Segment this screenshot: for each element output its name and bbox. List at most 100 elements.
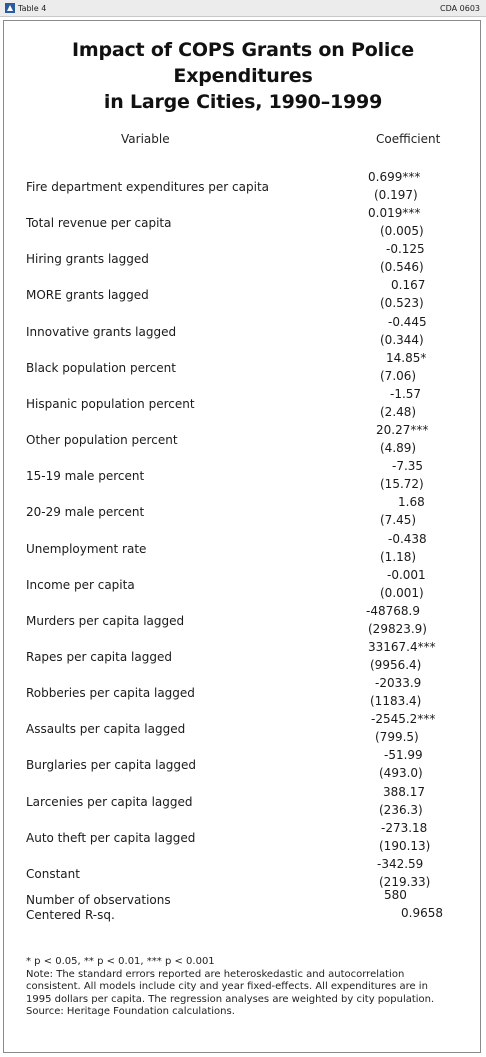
rsq-value: 0.9658 bbox=[401, 906, 443, 920]
table-row: Hiring grants lagged -0.125 (0.546) bbox=[0, 242, 486, 278]
table-row: Unemployment rate -0.438 (1.18) bbox=[0, 532, 486, 568]
table-row: Burglaries per capita lagged -51.99 (493.0… bbox=[0, 748, 486, 784]
table-header-bar: Table 4 CDA 0603 bbox=[0, 0, 486, 17]
variable-label: Robberies per capita lagged bbox=[26, 686, 195, 701]
standard-error-value: (0.523) bbox=[380, 296, 424, 311]
note-line: 1995 dollars per capita. The regression … bbox=[26, 993, 435, 1005]
variable-label: 20-29 male percent bbox=[26, 505, 145, 520]
table-row: 20-29 male percent 1.68 (7.45) bbox=[0, 495, 486, 531]
coefficient-value: 14.85* bbox=[386, 350, 427, 365]
coefficient-value: 388.17 bbox=[383, 784, 425, 799]
variable-label: Hispanic population percent bbox=[26, 396, 195, 411]
table-row: Income per capita -0.001 (0.001) bbox=[0, 568, 486, 604]
coefficient-column-header: Coefficient bbox=[376, 132, 441, 146]
variable-label: Murders per capita lagged bbox=[26, 613, 185, 628]
observations-value: 580 bbox=[384, 888, 407, 902]
coefficient-value: -2033.9 bbox=[375, 676, 422, 691]
standard-error-value: (9956.4) bbox=[370, 657, 422, 672]
table-row: Total revenue per capita 0.019*** (0.005) bbox=[0, 206, 486, 242]
table-row: Black population percent 14.85* (7.06) bbox=[0, 351, 486, 387]
variable-label: Income per capita bbox=[26, 577, 135, 592]
table-row: Robberies per capita lagged -2033.9 (1183.… bbox=[0, 676, 486, 712]
observations-label: Number of observations bbox=[26, 893, 171, 907]
table-row: Hispanic population percent -1.57 (2.48) bbox=[0, 387, 486, 423]
table-row: Murders per capita lagged -48768.9 (29823.… bbox=[0, 604, 486, 640]
coefficient-value: 33167.4*** bbox=[368, 639, 436, 654]
variable-label: Hiring grants lagged bbox=[26, 252, 149, 267]
table-row: Innovative grants lagged -0.445 (0.344) bbox=[0, 315, 486, 351]
summary-labels: Number of observations Centered R-sq. bbox=[26, 893, 171, 923]
variable-label: Fire department expenditures per capita bbox=[26, 180, 270, 194]
coefficient-value: -0.445 bbox=[388, 314, 427, 329]
coefficient-value: -48768.9 bbox=[366, 603, 420, 618]
variable-label: Rapes per capita lagged bbox=[26, 649, 172, 664]
note-line: consistent. All models include city and … bbox=[26, 981, 428, 993]
table-row: Larcenies per capita lagged 388.17 (236.3) bbox=[0, 785, 486, 821]
variable-column-header: Variable bbox=[121, 132, 170, 146]
variable-label: Constant bbox=[26, 866, 80, 881]
significance-legend: * p < 0.05, ** p < 0.01, *** p < 0.001 bbox=[26, 956, 215, 967]
standard-error-value: (4.89) bbox=[380, 441, 417, 456]
standard-error-value: (219.33) bbox=[379, 874, 431, 889]
variable-label: Unemployment rate bbox=[26, 541, 147, 556]
standard-error-value: (0.197) bbox=[374, 188, 418, 202]
table-row: Fire department expenditures per capita 0… bbox=[0, 170, 486, 206]
coefficient-value: -0.125 bbox=[386, 242, 425, 257]
standard-error-value: (7.45) bbox=[380, 513, 417, 528]
coefficient-value: -7.35 bbox=[392, 459, 424, 474]
standard-error-value: (0.005) bbox=[380, 224, 424, 239]
coefficient-value: -1.57 bbox=[390, 386, 422, 401]
variable-label: Auto theft per capita lagged bbox=[26, 830, 196, 845]
standard-error-value: (0.546) bbox=[380, 260, 424, 275]
standard-error-value: (236.3) bbox=[379, 802, 423, 817]
title-line-1: Impact of COPS Grants on Police Expendit… bbox=[72, 39, 414, 87]
variable-label: Burglaries per capita lagged bbox=[26, 758, 197, 773]
variable-label: MORE grants lagged bbox=[26, 288, 149, 303]
coefficient-value: -0.001 bbox=[387, 567, 426, 582]
standard-error-value: (0.344) bbox=[380, 332, 424, 347]
coefficient-value: 0.019*** bbox=[368, 206, 421, 221]
coefficient-value: -0.438 bbox=[388, 531, 427, 546]
variable-label: Black population percent bbox=[26, 360, 176, 375]
table-row: Rapes per capita lagged 33167.4*** (9956.4… bbox=[0, 640, 486, 676]
coefficient-value: 0.699*** bbox=[368, 170, 421, 184]
standard-error-value: (29823.9) bbox=[368, 621, 427, 636]
table-row: Assaults per capita lagged -2545.2*** (799… bbox=[0, 712, 486, 748]
coefficient-value: -51.99 bbox=[384, 748, 423, 763]
table-title: Impact of COPS Grants on Police Expendit… bbox=[0, 37, 486, 115]
table-notes: * p < 0.05, ** p < 0.01, *** p < 0.001 No… bbox=[26, 956, 466, 1019]
standard-error-value: (0.001) bbox=[380, 585, 424, 600]
table-row: Constant -342.59 (219.33) bbox=[0, 857, 486, 893]
note-line: Note: The standard errors reported are h… bbox=[26, 968, 405, 980]
coefficient-value: 1.68 bbox=[398, 495, 425, 510]
variable-label: 15-19 male percent bbox=[26, 469, 145, 484]
table-row: 15-19 male percent -7.35 (15.72) bbox=[0, 459, 486, 495]
standard-error-value: (15.72) bbox=[380, 477, 424, 492]
coefficient-value: -273.18 bbox=[381, 820, 428, 835]
table-row: MORE grants lagged 0.167 (0.523) bbox=[0, 278, 486, 314]
table-row: Other population percent 20.27*** (4.89) bbox=[0, 423, 486, 459]
coefficient-value: -2545.2*** bbox=[371, 712, 436, 727]
standard-error-value: (7.06) bbox=[380, 368, 417, 383]
variable-label: Total revenue per capita bbox=[26, 216, 172, 231]
table-frame bbox=[3, 20, 481, 1053]
standard-error-value: (190.13) bbox=[379, 838, 431, 853]
title-line-2: in Large Cities, 1990–1999 bbox=[103, 91, 383, 113]
table-number-label: Table 4 bbox=[18, 3, 47, 13]
standard-error-value: (493.0) bbox=[379, 766, 423, 781]
standard-error-value: (799.5) bbox=[375, 730, 419, 745]
standard-error-value: (1183.4) bbox=[370, 694, 422, 709]
variable-label: Assaults per capita lagged bbox=[26, 722, 186, 737]
document-code-label: CDA 0603 bbox=[440, 3, 480, 13]
note-line: Source: Heritage Foundation calculations… bbox=[26, 1006, 235, 1018]
table-row: Auto theft per capita lagged -273.18 (190.… bbox=[0, 821, 486, 857]
table-label-group: Table 4 bbox=[5, 3, 46, 13]
standard-error-value: (1.18) bbox=[380, 549, 417, 564]
variable-label: Innovative grants lagged bbox=[26, 324, 177, 339]
coefficient-value: -342.59 bbox=[377, 856, 424, 871]
variable-label: Other population percent bbox=[26, 433, 178, 448]
standard-error-value: (2.48) bbox=[380, 404, 417, 419]
rsq-label: Centered R-sq. bbox=[26, 908, 115, 922]
coefficient-value: 0.167 bbox=[391, 278, 426, 293]
